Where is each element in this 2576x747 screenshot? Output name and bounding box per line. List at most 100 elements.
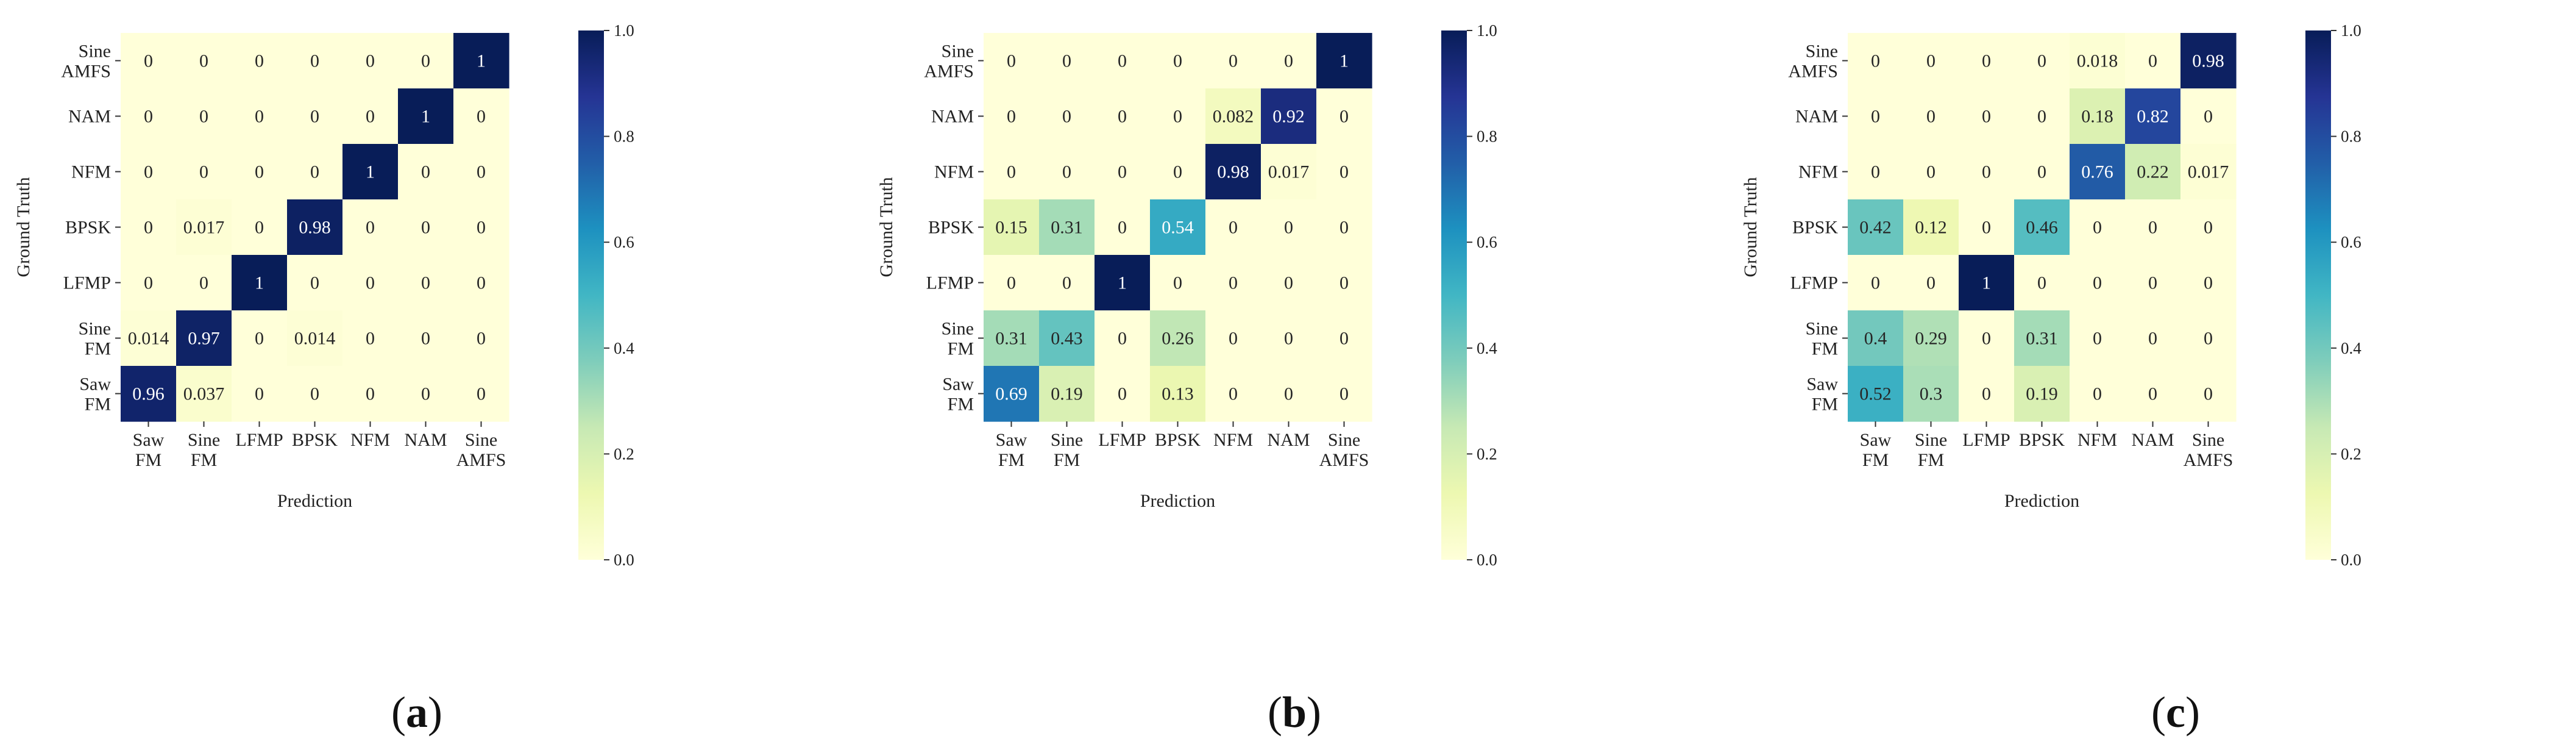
heatmap-cell [1903, 255, 1959, 311]
cell-value-label: 0.014 [294, 329, 336, 349]
cell-value-label: 0.43 [1051, 329, 1083, 349]
heatmap-cell [176, 199, 232, 256]
heatmap-cell [1903, 33, 1959, 89]
heatmap-cell [398, 310, 454, 366]
cell-value-label: 0 [144, 162, 153, 182]
heatmap-cell [1095, 310, 1151, 366]
x-tick-label: LFMP [1962, 430, 2010, 450]
y-axis-label: Ground Truth [876, 177, 896, 277]
cell-value-label: 0 [477, 329, 486, 349]
heatmap-cell [2070, 33, 2126, 89]
cell-value-label: 0 [1339, 162, 1349, 182]
heatmap-cell [176, 144, 232, 200]
heatmap-cell [1095, 144, 1151, 200]
y-tick-label: Saw FM [942, 374, 974, 415]
cell-value-label: 0 [1229, 51, 1238, 71]
heatmap-cell [342, 144, 399, 200]
cell-value-label: 0 [1007, 51, 1016, 71]
cell-value-label: 0 [1118, 384, 1127, 404]
cell-value-label: 0 [1173, 162, 1182, 182]
heatmap-cell [2180, 310, 2237, 366]
panel-a: 0 0 0 0 0 0 1 0 0 0 0 0 1 0 0 0 0 0 1 0 0 0 0.017 0 0.98 0 0 0 0 0 1 0 0… [13, 21, 634, 737]
heatmap-cell [2180, 255, 2237, 311]
cell-value-label: 0 [144, 273, 153, 293]
cell-value-label: 0.69 [995, 384, 1027, 404]
cell-value-label: 0 [2037, 273, 2046, 293]
colorbar-tick-label: 0.0 [2341, 551, 2361, 569]
heatmap-cell [1316, 310, 1372, 366]
heatmap-cell [1261, 144, 1317, 200]
heatmap-cell [287, 144, 343, 200]
cell-value-label: 0 [421, 273, 430, 293]
heatmap-cell [232, 144, 288, 200]
cell-value-label: 0.22 [2137, 162, 2169, 182]
heatmap-cell [121, 33, 177, 89]
heatmap-cell [1848, 144, 1904, 200]
heatmap-cell [453, 199, 509, 256]
cell-value-label: 0.82 [2137, 107, 2169, 127]
heatmap-cell [176, 88, 232, 145]
heatmap-cell [398, 366, 454, 422]
heatmap-cell [121, 88, 177, 145]
y-tick-label: NAM [931, 107, 974, 127]
cell-value-label: 0 [2148, 329, 2157, 349]
cell-value-label: 0 [255, 107, 264, 127]
cell-value-label: 0 [2204, 329, 2213, 349]
heatmap-cell [287, 199, 343, 256]
colorbar [578, 30, 604, 560]
y-tick-label: LFMP [63, 273, 111, 293]
cell-value-label: 0.96 [132, 384, 165, 404]
cell-value-label: 0 [366, 107, 375, 127]
cell-value-label: 0 [421, 218, 430, 238]
heatmap-cell [1150, 33, 1206, 89]
heatmap-cell [398, 33, 454, 89]
heatmap-cell [2014, 199, 2070, 256]
heatmap-cell [398, 88, 454, 145]
cell-value-label: 0 [255, 162, 264, 182]
cell-value-label: 0 [366, 329, 375, 349]
heatmap-cell [1848, 366, 1904, 422]
x-tick-label: Sine FM [1051, 430, 1083, 470]
heatmap-cell [2125, 88, 2181, 145]
heatmap-cell [1903, 199, 1959, 256]
heatmap-cell [1959, 88, 2015, 145]
cell-value-label: 0 [310, 162, 319, 182]
cell-value-label: 0 [144, 218, 153, 238]
colorbar-tick-label: 0.4 [1477, 339, 1497, 357]
cell-value-label: 0 [1982, 218, 1991, 238]
subfigure-label: (c) [2151, 688, 2200, 737]
heatmap-cell [287, 255, 343, 311]
cell-value-label: 0 [310, 273, 319, 293]
heatmap-cell [1848, 33, 1904, 89]
cell-value-label: 0 [1118, 51, 1127, 71]
x-tick-label: LFMP [1098, 430, 1146, 450]
heatmap-cell [2180, 366, 2237, 422]
cell-value-label: 0 [1284, 273, 1293, 293]
colorbar-tick-label: 0.6 [2341, 233, 2361, 251]
heatmap-cell [453, 144, 509, 200]
heatmap-cell [1150, 88, 1206, 145]
cell-value-label: 0 [421, 329, 430, 349]
x-tick-label: Saw FM [1860, 430, 1892, 470]
cell-value-label: 0 [1173, 51, 1182, 71]
heatmap-cell [1039, 199, 1095, 256]
colorbar-tick-label: 0.0 [1477, 551, 1497, 569]
y-tick-label: Sine FM [1806, 319, 1838, 359]
colorbar [1441, 30, 1467, 560]
heatmap-cell [342, 310, 399, 366]
heatmap-cell [1150, 255, 1206, 311]
x-tick-label: Saw FM [996, 430, 1027, 470]
heatmap-cell [1903, 88, 1959, 145]
cell-value-label: 0 [1118, 107, 1127, 127]
heatmap-cell [1095, 199, 1151, 256]
heatmap-cell [1095, 366, 1151, 422]
panel-c: 0 0 0 0 0.018 0 0.98 0 0 0 0 0.18 0.82 0 0 0 0 0 0.76 0.22 0… [1740, 21, 2361, 737]
heatmap-cell [2125, 144, 2181, 200]
cell-value-label: 0.98 [299, 218, 331, 238]
cell-value-label: 0 [1118, 162, 1127, 182]
cell-value-label: 0 [199, 162, 208, 182]
cell-value-label: 0 [1284, 384, 1293, 404]
cell-value-label: 0.4 [1864, 329, 1887, 349]
y-tick-label: LFMP [926, 273, 974, 293]
cell-value-label: 0 [2093, 273, 2102, 293]
